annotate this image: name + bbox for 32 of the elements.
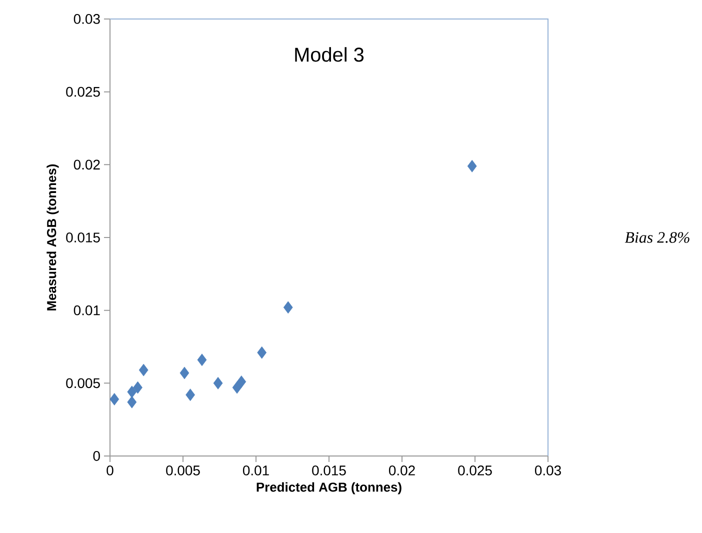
y-tick-label: 0.025 bbox=[66, 86, 100, 97]
y-tick-label: 0.005 bbox=[66, 378, 100, 388]
point bbox=[110, 392, 120, 406]
text: Bias 2.8% bbox=[624, 232, 690, 243]
x-tick-label: 0.02 bbox=[388, 466, 415, 476]
x-axis-title: Predicted AGB (tonnes) bbox=[256, 482, 402, 494]
y-tick-label: 0.01 bbox=[74, 305, 100, 316]
point bbox=[283, 301, 293, 314]
y-tick-label: 0.02 bbox=[74, 160, 100, 170]
point bbox=[133, 381, 142, 394]
point bbox=[186, 388, 195, 402]
point bbox=[138, 364, 148, 376]
y-axis-title: Measured AGB (tonnes) bbox=[46, 164, 59, 310]
x-tick-label: 0.015 bbox=[312, 466, 346, 476]
point bbox=[197, 354, 207, 366]
point bbox=[127, 386, 137, 398]
point bbox=[467, 160, 477, 172]
point bbox=[180, 366, 190, 380]
y-tick-label: 0.03 bbox=[74, 14, 100, 24]
x-tick-label: 0.005 bbox=[166, 466, 200, 476]
point bbox=[257, 346, 267, 359]
x-tick-label: 0 bbox=[106, 466, 114, 476]
y-tick-label: 0.015 bbox=[66, 232, 100, 242]
point bbox=[213, 376, 223, 390]
x-tick-label: 0.025 bbox=[458, 466, 492, 476]
point bbox=[232, 381, 242, 394]
x-tick-label: 0.01 bbox=[242, 466, 269, 476]
point bbox=[236, 376, 246, 388]
point bbox=[127, 396, 137, 408]
x-tick-label: 0.03 bbox=[534, 466, 561, 476]
y-tick-label: 0 bbox=[93, 451, 100, 461]
text: Model 3 bbox=[295, 47, 364, 62]
